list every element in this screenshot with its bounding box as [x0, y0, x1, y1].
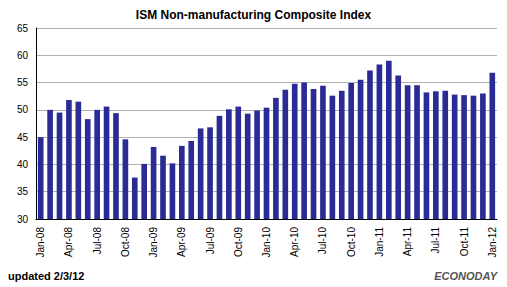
svg-text:Jan-11: Jan-11: [374, 227, 385, 257]
svg-text:40: 40: [17, 159, 29, 170]
svg-text:45: 45: [17, 132, 29, 143]
svg-text:ECONODAY: ECONODAY: [434, 270, 498, 282]
svg-text:Oct-11: Oct-11: [459, 227, 470, 257]
svg-text:Jul-10: Jul-10: [317, 227, 328, 255]
svg-text:Jul-09: Jul-09: [205, 227, 216, 255]
svg-text:Jan-10: Jan-10: [261, 227, 272, 258]
svg-text:Apr-11: Apr-11: [402, 227, 413, 257]
svg-text:Jan-12: Jan-12: [487, 227, 498, 258]
svg-text:30: 30: [17, 214, 29, 225]
svg-text:35: 35: [17, 186, 29, 197]
svg-text:55: 55: [17, 77, 29, 88]
svg-text:50: 50: [17, 104, 29, 115]
svg-text:Apr-10: Apr-10: [289, 227, 300, 257]
svg-text:Jan-08: Jan-08: [35, 227, 46, 258]
svg-text:Apr-08: Apr-08: [63, 227, 74, 257]
svg-text:Jan-09: Jan-09: [148, 227, 159, 258]
svg-text:updated 2/3/12: updated 2/3/12: [8, 270, 84, 282]
svg-text:Apr-09: Apr-09: [176, 227, 187, 257]
svg-text:65: 65: [17, 23, 29, 34]
svg-text:ISM Non-manufacturing Composit: ISM Non-manufacturing Composite Index: [136, 8, 372, 22]
svg-text:Jul-11: Jul-11: [430, 227, 441, 254]
svg-text:Jul-08: Jul-08: [92, 227, 103, 255]
svg-text:Oct-10: Oct-10: [346, 227, 357, 257]
svg-text:60: 60: [17, 50, 29, 61]
svg-text:Oct-08: Oct-08: [120, 227, 131, 257]
svg-text:Oct-09: Oct-09: [233, 227, 244, 257]
